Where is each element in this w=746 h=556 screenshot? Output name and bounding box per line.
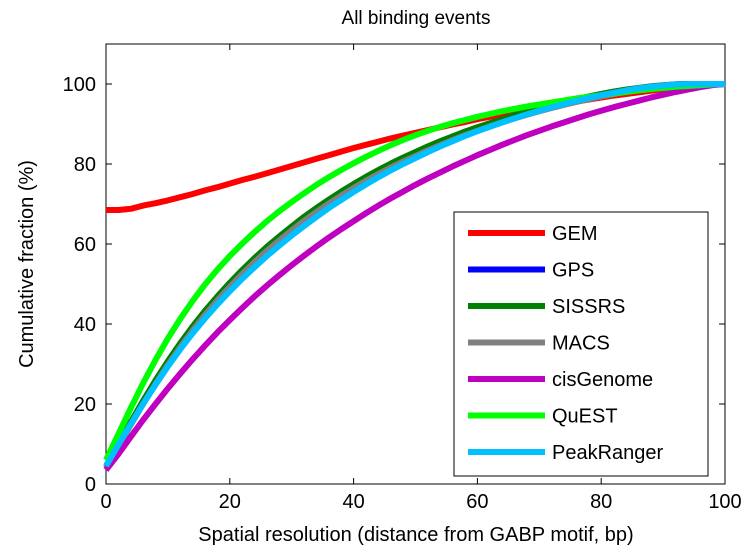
y-axis-label: Cumulative fraction (%) <box>16 160 38 368</box>
x-tick-label: 20 <box>219 491 241 513</box>
y-tick-label: 60 <box>74 234 96 256</box>
legend-label: GEM <box>552 223 598 245</box>
x-tick-label: 0 <box>100 491 111 513</box>
series-lines <box>103 81 726 472</box>
legend-label: SISSRS <box>552 296 625 318</box>
x-axis-label: Spatial resolution (distance from GABP m… <box>198 524 633 546</box>
x-tick-label: 40 <box>342 491 364 513</box>
x-tick-label: 80 <box>590 491 612 513</box>
legend-label: cisGenome <box>552 369 653 391</box>
legend-label: GPS <box>552 260 594 282</box>
legend-label: MACS <box>552 333 610 355</box>
legend-label: QuEST <box>552 406 618 428</box>
legend-label: PeakRanger <box>552 442 664 464</box>
y-tick-label: 40 <box>74 314 96 336</box>
y-tick-label: 20 <box>74 394 96 416</box>
y-tick-label: 0 <box>85 474 96 496</box>
y-tick-label: 80 <box>74 154 96 176</box>
series-line-cisgenome <box>103 81 726 472</box>
y-tick-label: 100 <box>63 74 96 96</box>
x-axis: 0 20 40 60 80 100 <box>100 44 742 513</box>
legend: GEM GPS SISSRS MACS cisGenome QuEST PeakRanger <box>453 211 709 477</box>
x-tick-label: 100 <box>708 491 741 513</box>
x-tick-label: 60 <box>466 491 488 513</box>
series-line-peakranger <box>103 81 725 468</box>
y-axis: 0 20 40 60 80 100 <box>63 74 725 496</box>
chart-title: All binding events <box>342 8 491 29</box>
